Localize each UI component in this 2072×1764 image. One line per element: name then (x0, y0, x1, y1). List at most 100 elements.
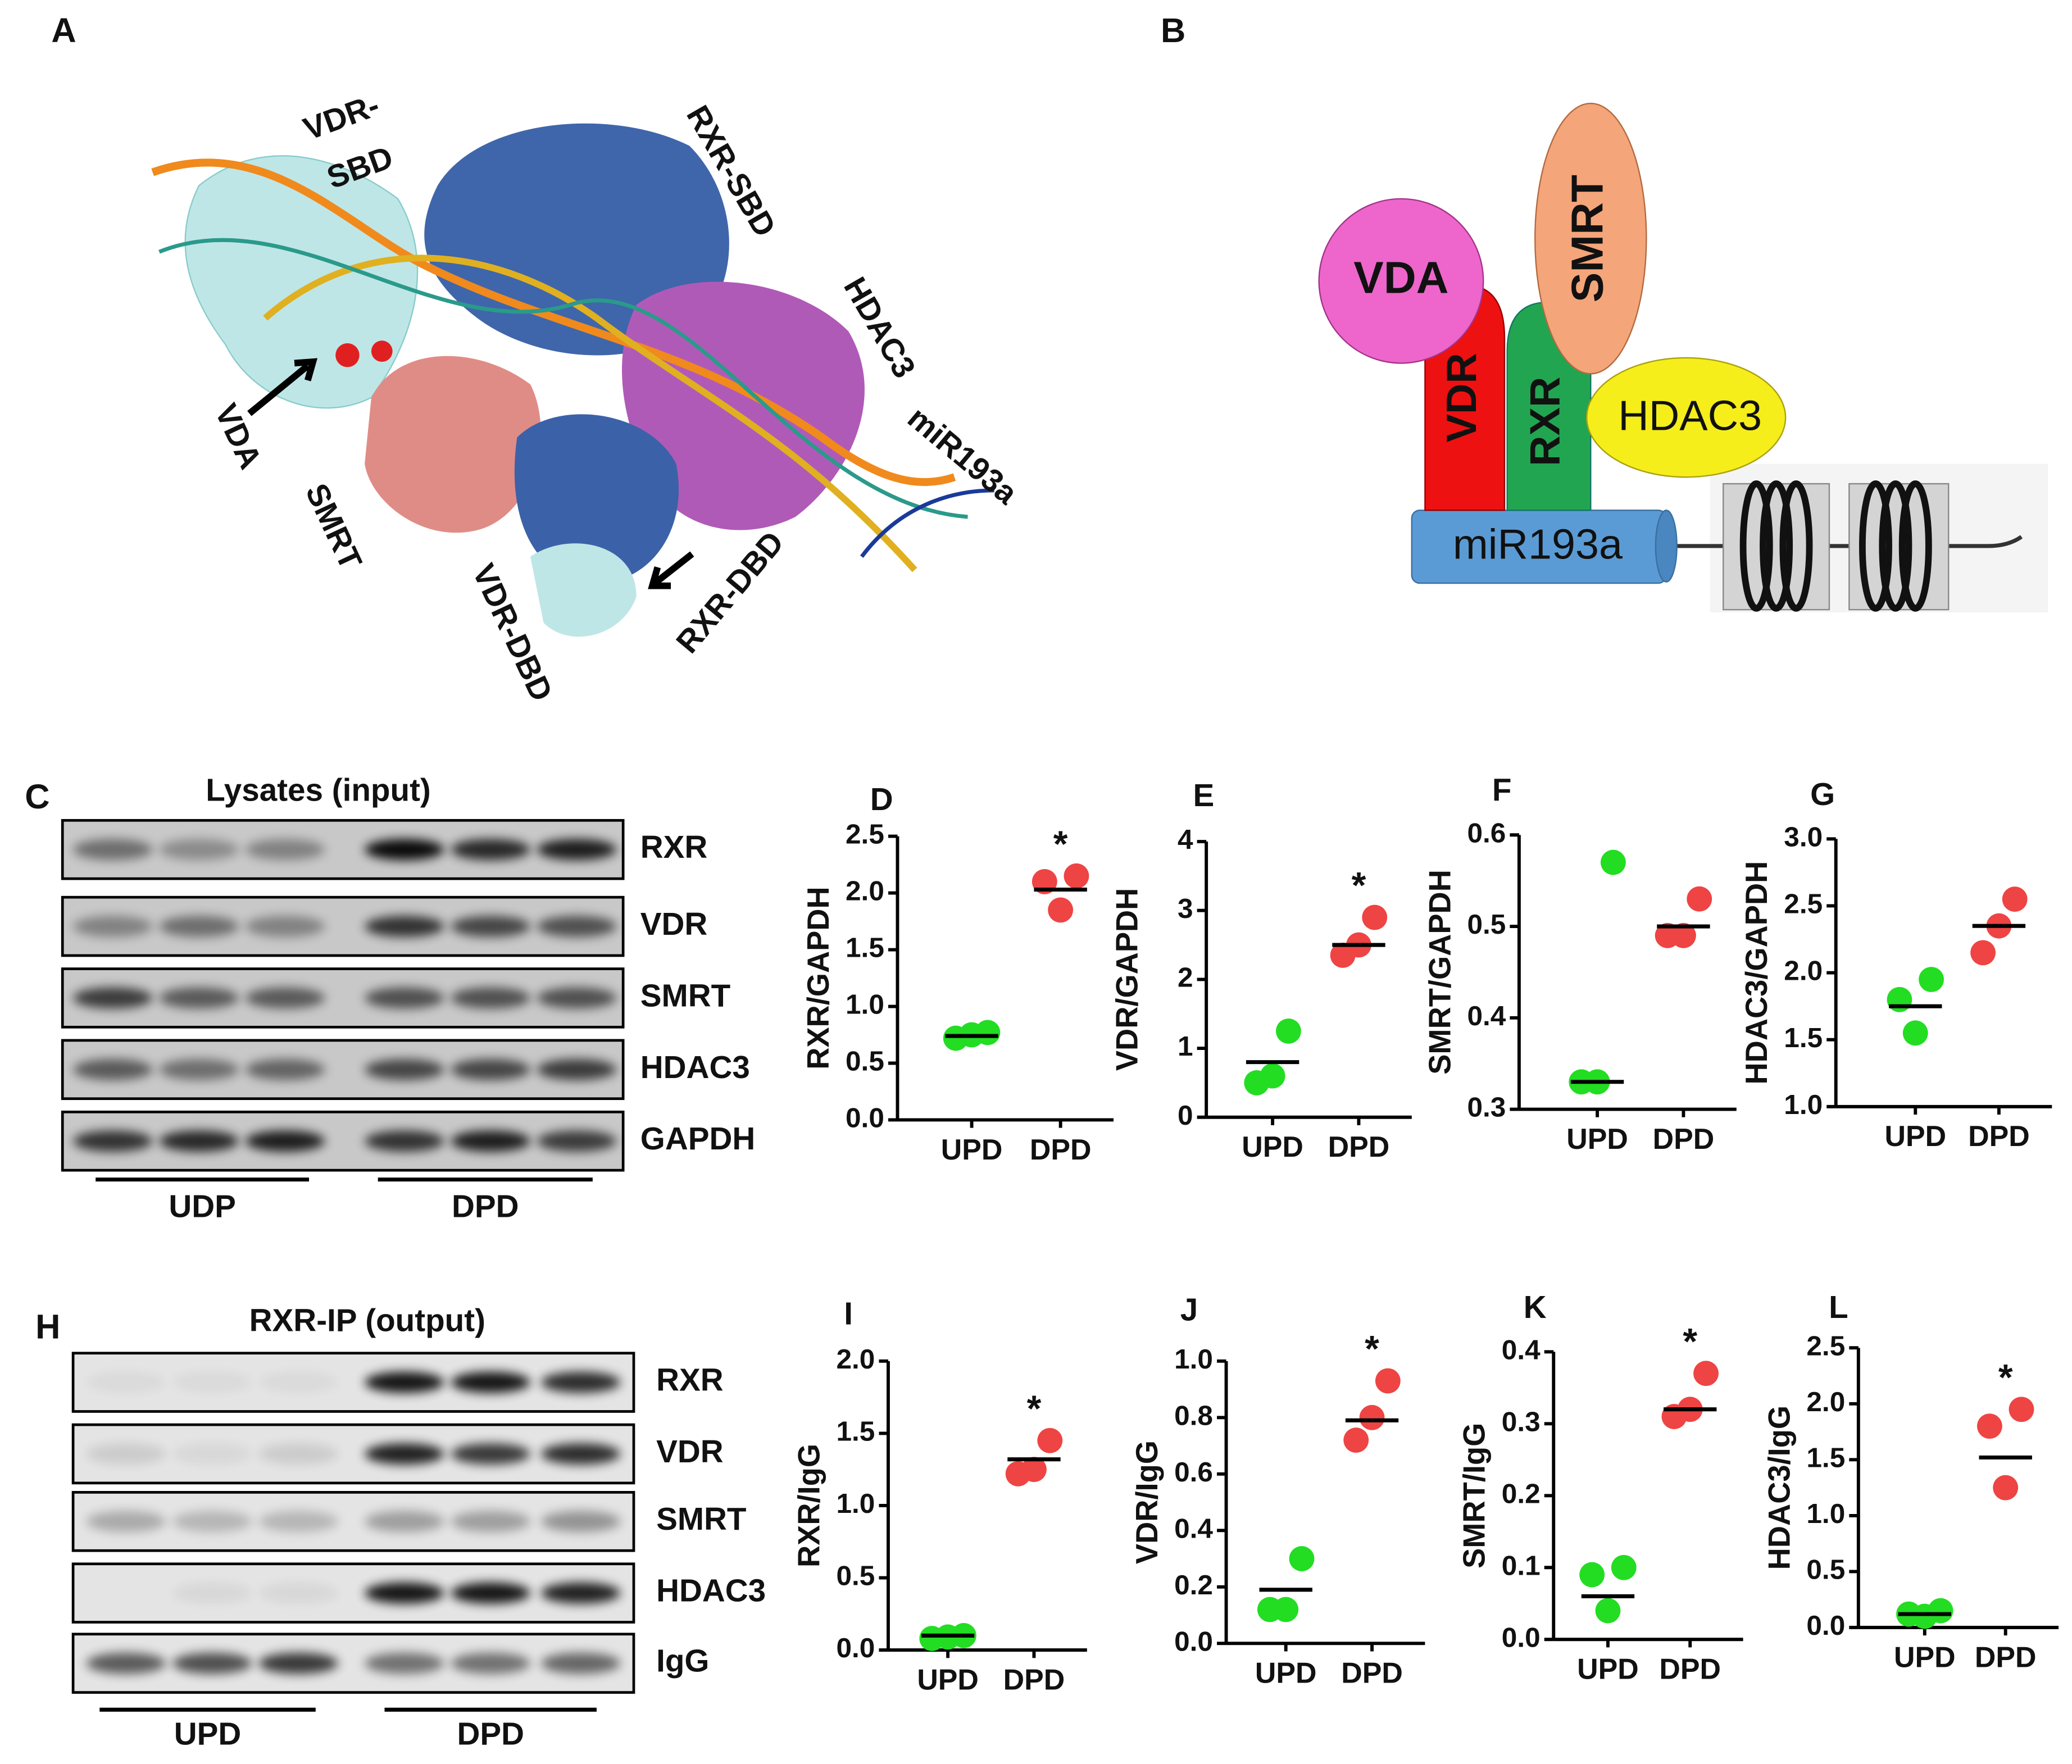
y-tick-label: 1.0 (1806, 1498, 1845, 1529)
data-point (1595, 1598, 1621, 1624)
group-label: DPD (457, 1716, 524, 1751)
band (73, 1058, 153, 1080)
significance-marker: * (1998, 1356, 2013, 1398)
y-tick-label: 0.0 (846, 1103, 884, 1134)
row-label: HDAC3 (640, 1049, 750, 1085)
rxr-dbd-shape (514, 414, 679, 584)
y-tick-label: 0.0 (837, 1633, 875, 1663)
data-point (1887, 986, 1912, 1012)
band (451, 1582, 530, 1604)
band (451, 916, 530, 937)
band (451, 987, 530, 1009)
band (159, 1058, 239, 1080)
y-tick-label: 1.5 (1806, 1442, 1845, 1473)
band (172, 1371, 252, 1393)
band (245, 1058, 325, 1080)
smrt-shape (365, 356, 541, 533)
x-tick-label: DPD (1975, 1640, 2037, 1673)
band (537, 916, 617, 937)
panel-label: H (35, 1307, 60, 1345)
data-point (1375, 1368, 1401, 1394)
significance-marker: * (1053, 823, 1068, 865)
data-point (2009, 1397, 2034, 1422)
y-tick-label: 0.3 (1467, 1092, 1506, 1123)
data-point (1276, 1018, 1301, 1044)
dot-plot: 0.0 0.5 1.0 1.5 2.0 2.5 RXR/GAPDH UPD DPD * (802, 819, 1114, 1166)
arrow (648, 551, 694, 589)
data-point (1362, 904, 1388, 930)
x-tick-label: UPD (917, 1663, 979, 1695)
dot-plot: 0 1 2 3 4 VDR/GAPDH UPD DPD * (1111, 824, 1412, 1163)
y-tick-label: 0.0 (1502, 1622, 1541, 1653)
x-tick-label: DPD (1030, 1133, 1092, 1166)
y-tick-label: 0.3 (1502, 1406, 1541, 1437)
band (537, 839, 617, 861)
band (451, 1652, 530, 1674)
nucleosome (1848, 480, 1950, 612)
band (365, 1371, 444, 1393)
blot-strip (61, 1039, 625, 1101)
x-tick-label: UPD (1255, 1657, 1317, 1689)
band (540, 1371, 621, 1393)
node-label: SMRT (1561, 175, 1612, 302)
y-tick-label: 2.0 (837, 1344, 875, 1375)
band (258, 1371, 338, 1393)
row-label: VDR (656, 1434, 724, 1469)
y-tick-label: 3.0 (1784, 821, 1823, 852)
row-label: IgG (656, 1643, 709, 1679)
band (365, 1582, 444, 1604)
group-label: UDP (169, 1188, 236, 1224)
blot-background (71, 1491, 635, 1552)
data-point (1064, 863, 1089, 889)
band (159, 987, 239, 1009)
band (245, 839, 325, 861)
y-tick-label: 0.1 (1502, 1550, 1541, 1581)
band (73, 916, 153, 937)
y-tick-label: 2 (1178, 962, 1193, 993)
data-point (1359, 1404, 1385, 1430)
blot-strip (71, 1633, 635, 1694)
mir-gene-end (1655, 510, 1678, 583)
dot-plot: 0.0 0.5 1.0 1.5 2.0 2.5 HDAC3/IgG UPD DPD * (1762, 1330, 2059, 1673)
blot-strip (71, 1352, 635, 1413)
schematic (1318, 102, 2048, 612)
data-point (1671, 922, 1696, 948)
row-label: VDR (640, 906, 708, 942)
smrt-shape (1534, 102, 1647, 375)
y-tick-label: 0.5 (1467, 909, 1506, 940)
y-tick-label: 0.5 (837, 1561, 875, 1592)
band (245, 987, 325, 1009)
data-point (1976, 1413, 2002, 1439)
y-tick-label: 1.0 (1174, 1344, 1213, 1375)
blot-background (71, 1423, 635, 1485)
blot-background (61, 819, 625, 880)
band (451, 1511, 530, 1533)
blot-background (71, 1352, 635, 1413)
x-tick-label: DPD (1003, 1663, 1065, 1695)
dot-plot: 0.0 0.5 1.0 1.5 2.0 RXR/IgG UPD DPD * (792, 1344, 1087, 1695)
y-tick-label: 2.0 (846, 876, 884, 907)
y-tick-label: 2.5 (1784, 889, 1823, 920)
blot-strip (61, 819, 625, 880)
nucleosome-body (1723, 483, 1830, 611)
dot-plot: 0.0 0.1 0.2 0.3 0.4 SMRT/IgG UPD DPD * (1458, 1320, 1743, 1685)
y-tick-label: 0.5 (846, 1046, 884, 1077)
x-tick-label: UPD (1577, 1653, 1639, 1685)
band (540, 1652, 621, 1674)
node-label: VDA (1353, 252, 1448, 302)
vdr-dbd-shape (530, 543, 637, 637)
y-tick-label: 0 (1178, 1100, 1193, 1131)
band (258, 1652, 338, 1674)
dna-wrap (1760, 480, 1793, 612)
y-axis-label: HDAC3/IgG (1762, 1406, 1796, 1570)
data-point (1970, 940, 1996, 966)
structure-label: VDR- (299, 87, 384, 147)
x-tick-label: DPD (1328, 1130, 1390, 1163)
y-tick-label: 0.5 (1806, 1554, 1845, 1585)
y-axis-label: HDAC3/GAPDH (1740, 861, 1774, 1085)
x-tick-label: DPD (1968, 1120, 2030, 1152)
band (172, 1443, 252, 1465)
y-axis-label: SMRT/IgG (1458, 1423, 1492, 1568)
panel-label: A (51, 11, 76, 49)
x-tick-label: UPD (1566, 1122, 1628, 1155)
